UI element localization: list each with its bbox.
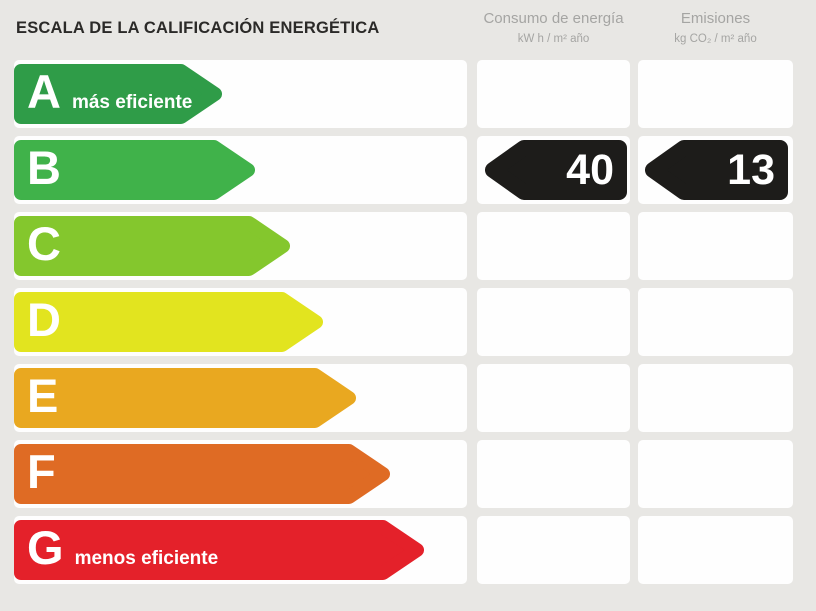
rating-letter-A: A	[27, 65, 61, 118]
consumption-column-header: Consumo de energía kW h / m² año	[477, 10, 630, 46]
emissions-cell-G	[638, 516, 793, 584]
rating-letter-B: B	[27, 141, 61, 194]
emissions-unit: kg CO₂ / m² año	[674, 33, 757, 45]
emissions-cell-C	[638, 212, 793, 280]
consumption-cell-D	[477, 288, 630, 356]
emissions-cell-D	[638, 288, 793, 356]
consumption-value-marker: 40	[485, 140, 627, 200]
rating-letter-D: D	[27, 293, 61, 346]
rating-bar-D-label: D	[27, 290, 61, 350]
consumption-cell-G	[477, 516, 630, 584]
consumption-value-marker-text: 40	[566, 146, 614, 194]
emissions-label: Emisiones	[680, 10, 751, 27]
emissions-value-marker-arrow-icon	[645, 140, 788, 200]
page-title: ESCALA DE LA CALIFICACIÓN ENERGÉTICA	[16, 19, 380, 37]
rating-row-B: B 40 13	[0, 136, 816, 204]
consumption-unit: kW h / m² año	[517, 33, 590, 45]
rating-bar-A-arrow-icon	[14, 64, 222, 124]
emissions-value-marker: 13	[645, 140, 788, 200]
rating-note-A: más eficiente	[71, 92, 193, 113]
rating-bar-G-arrow-icon	[14, 520, 424, 580]
consumption-cell-C	[477, 212, 630, 280]
rating-letter-G: G	[27, 521, 64, 574]
rating-bar-C-arrow-icon	[14, 216, 290, 276]
rating-row-D: D	[0, 288, 816, 356]
rating-bar-F-label: F	[27, 442, 56, 502]
rating-row-F: F	[0, 440, 816, 508]
rating-bar-D-arrow-icon	[14, 292, 323, 352]
rating-note-G: menos eficiente	[74, 548, 219, 569]
emissions-cell-E	[638, 364, 793, 432]
emissions-cell-F	[638, 440, 793, 508]
consumption-value-marker-arrow-icon	[485, 140, 627, 200]
rating-bar-E-arrow-icon	[14, 368, 356, 428]
rating-row-E: E	[0, 364, 816, 432]
consumption-label: Consumo de energía	[483, 10, 624, 27]
rating-bar-E-label: E	[27, 366, 58, 426]
emissions-column-header: Emisiones kg CO₂ / m² año	[638, 10, 793, 46]
consumption-cell-A	[477, 60, 630, 128]
rating-bar-C-label: C	[27, 214, 61, 274]
rating-bar-B-label: B	[27, 138, 61, 198]
rating-letter-F: F	[27, 445, 56, 498]
rating-letter-C: C	[27, 217, 61, 270]
consumption-cell-E	[477, 364, 630, 432]
emissions-cell-A	[638, 60, 793, 128]
consumption-cell-F	[477, 440, 630, 508]
rating-bar-B-arrow-icon	[14, 140, 255, 200]
emissions-value-marker-text: 13	[727, 146, 775, 194]
rating-bar-F-arrow-icon	[14, 444, 390, 504]
rating-row-C: C	[0, 212, 816, 280]
rating-letter-E: E	[27, 369, 59, 422]
